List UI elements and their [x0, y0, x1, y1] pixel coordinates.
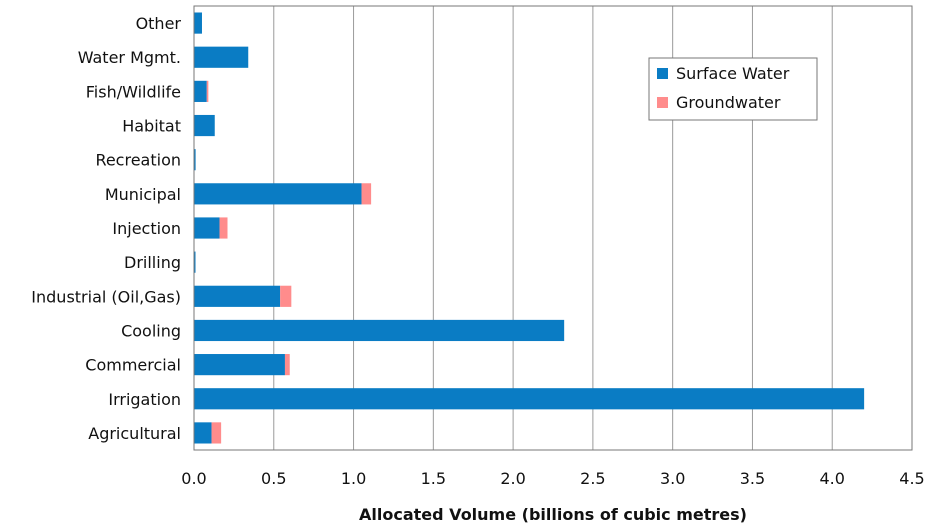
- category-label: Industrial (Oil,Gas): [31, 287, 181, 306]
- bar-surface-water: [194, 114, 215, 137]
- bar-surface-water: [194, 422, 212, 444]
- x-tick-label: 4.0: [819, 469, 844, 488]
- legend-label-groundwater: Groundwater: [676, 93, 781, 112]
- bar-groundwater: [280, 285, 292, 307]
- category-label: Cooling: [121, 321, 181, 340]
- bar-surface-water: [194, 354, 285, 376]
- bar-surface-water: [194, 217, 220, 239]
- x-tick-label: 3.5: [740, 469, 765, 488]
- legend-box: [648, 57, 818, 121]
- x-tick-labels: 0.0 0.5 1.0 1.5 2.0 2.5 3.0 3.5 4.0 4.5: [181, 469, 924, 488]
- category-label: Habitat: [122, 117, 181, 136]
- category-label: Municipal: [105, 185, 181, 204]
- bar-groundwater: [219, 217, 228, 239]
- legend-label-surface-water: Surface Water: [676, 64, 790, 83]
- category-label: Other: [136, 14, 182, 33]
- legend-swatch-surface-water: [657, 68, 668, 79]
- category-labels: Agricultural Irrigation Commercial Cooling I…: [31, 14, 181, 443]
- category-label: Irrigation: [108, 390, 181, 409]
- x-tick-label: 3.0: [660, 469, 685, 488]
- grid-lines: [273, 6, 833, 450]
- category-label: Agricultural: [88, 424, 181, 443]
- x-tick-label: 1.5: [421, 469, 446, 488]
- bar-surface-water: [194, 388, 865, 410]
- x-tick-label: 0.0: [181, 469, 206, 488]
- bar-groundwater: [206, 80, 209, 102]
- category-label: Water Mgmt.: [78, 48, 181, 67]
- bar-groundwater: [361, 183, 372, 205]
- bar-surface-water: [194, 251, 196, 273]
- bar-groundwater: [284, 354, 290, 376]
- category-label: Drilling: [124, 253, 181, 272]
- x-axis-title: Allocated Volume (billions of cubic metr…: [359, 505, 747, 524]
- category-label: Commercial: [85, 356, 181, 375]
- bar-surface-water: [194, 12, 202, 34]
- bar-surface-water: [194, 285, 281, 307]
- bar-surface-water: [194, 149, 196, 171]
- bar-surface-water: [194, 80, 207, 102]
- bar-groundwater: [211, 422, 222, 444]
- category-label: Recreation: [95, 151, 181, 170]
- x-tick-label: 1.0: [341, 469, 366, 488]
- x-tick-label: 2.0: [500, 469, 525, 488]
- x-tick-label: 2.5: [580, 469, 605, 488]
- bar-surface-water: [194, 46, 249, 68]
- x-tick-label: 4.5: [899, 469, 924, 488]
- bar-surface-water: [194, 183, 362, 205]
- bars: [194, 12, 865, 444]
- legend: Surface Water Groundwater: [648, 57, 818, 121]
- legend-swatch-groundwater: [657, 97, 668, 108]
- category-label: Fish/Wildlife: [86, 82, 181, 101]
- plot-border: [193, 5, 913, 451]
- bar-surface-water: [194, 319, 565, 342]
- x-tick-label: 0.5: [261, 469, 286, 488]
- category-label: Injection: [112, 219, 181, 238]
